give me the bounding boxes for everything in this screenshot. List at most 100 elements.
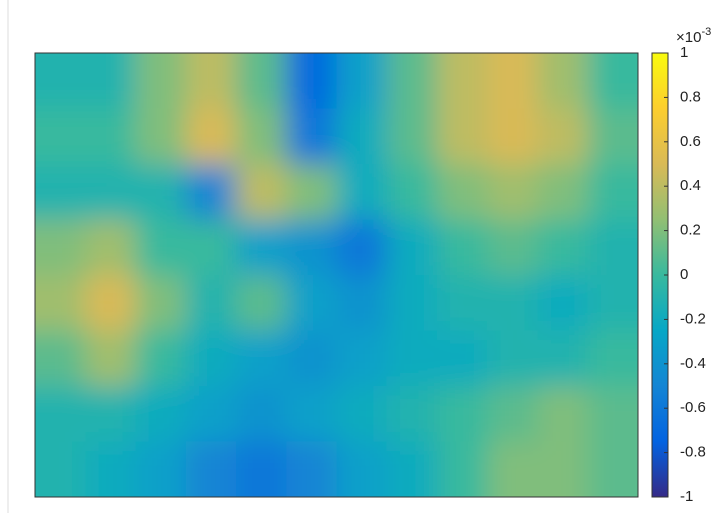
heat-cell <box>185 53 237 110</box>
heat-cell <box>437 275 489 332</box>
colorbar-tick-label: 1 <box>680 44 688 61</box>
heat-cell <box>386 441 438 497</box>
heat-cell <box>537 108 589 165</box>
heat-cell <box>135 275 187 332</box>
colorbar-tick-label: 0 <box>680 266 688 283</box>
heat-cell <box>336 164 388 221</box>
heat-cell <box>35 108 87 165</box>
heat-cell <box>587 164 638 221</box>
heat-cell <box>286 386 338 443</box>
heat-cell <box>35 53 87 110</box>
colorbar-tick-label: 0.4 <box>680 177 701 194</box>
heat-cell <box>336 330 388 387</box>
colorbar-tick-label: -0.8 <box>680 444 706 461</box>
heat-cell <box>437 108 489 165</box>
heat-cell <box>587 275 638 332</box>
heat-cell <box>185 164 237 221</box>
heat-cell <box>35 275 87 332</box>
colorbar-exponent-label: ×10-3 <box>676 26 711 46</box>
heat-cell <box>135 164 187 221</box>
heat-cell <box>236 164 288 221</box>
heat-cell <box>185 275 237 332</box>
heat-cell <box>135 386 187 443</box>
heat-cell <box>537 219 589 276</box>
heat-cell <box>437 164 489 221</box>
heat-cell <box>537 386 589 443</box>
heat-cell <box>537 164 589 221</box>
heat-cell <box>336 386 388 443</box>
heat-cell <box>185 441 237 497</box>
heat-cell <box>386 386 438 443</box>
heat-cell <box>185 330 237 387</box>
heat-cell <box>286 53 338 110</box>
heat-cell <box>236 108 288 165</box>
heat-cell <box>236 219 288 276</box>
heat-cell <box>587 441 638 497</box>
heat-cell <box>487 219 539 276</box>
heat-cell <box>487 441 539 497</box>
heat-cell <box>85 108 137 165</box>
heat-cell <box>386 164 438 221</box>
heat-cell <box>386 275 438 332</box>
heat-cell <box>236 53 288 110</box>
heat-cell <box>386 330 438 387</box>
heat-cell <box>185 219 237 276</box>
heat-cell <box>386 219 438 276</box>
heat-cell <box>85 275 137 332</box>
heat-cell <box>135 441 187 497</box>
heat-cell <box>85 386 137 443</box>
heat-cell <box>336 219 388 276</box>
heat-cell <box>135 219 187 276</box>
heat-cell <box>236 330 288 387</box>
heat-cell <box>437 386 489 443</box>
heat-cell <box>537 53 589 110</box>
plot-frame <box>34 52 639 498</box>
heatmap <box>35 53 638 497</box>
heat-cell <box>85 53 137 110</box>
colorbar-tick-label: -0.6 <box>680 399 706 416</box>
heat-cell <box>135 108 187 165</box>
colorbar-tick-label: 0.2 <box>680 222 701 239</box>
heat-cell <box>85 441 137 497</box>
heat-cell <box>537 441 589 497</box>
heat-cell <box>386 108 438 165</box>
heat-cell <box>487 275 539 332</box>
heat-cell <box>587 108 638 165</box>
heat-cell <box>587 330 638 387</box>
heat-cell <box>185 386 237 443</box>
heat-cell <box>236 441 288 497</box>
heat-cell <box>35 164 87 221</box>
heat-cell <box>587 219 638 276</box>
heat-cell <box>587 53 638 110</box>
heat-cell <box>487 330 539 387</box>
heat-cell <box>85 219 137 276</box>
heat-cell <box>336 53 388 110</box>
heat-cell <box>286 330 338 387</box>
heat-cell <box>286 275 338 332</box>
heat-cell <box>437 53 489 110</box>
heat-cell <box>437 219 489 276</box>
heat-cell <box>336 108 388 165</box>
heat-cell <box>336 441 388 497</box>
heat-cell <box>236 275 288 332</box>
heat-cell <box>286 108 338 165</box>
heat-cell <box>537 275 589 332</box>
heat-cell <box>35 219 87 276</box>
heat-cell <box>236 386 288 443</box>
heat-cell <box>85 164 137 221</box>
heat-cell <box>487 53 539 110</box>
heat-cell <box>185 108 237 165</box>
heat-cell <box>487 386 539 443</box>
heat-cell <box>286 441 338 497</box>
heat-cell <box>35 441 87 497</box>
heat-cell <box>487 108 539 165</box>
colorbar-tick-label: 0.8 <box>680 88 701 105</box>
heat-cell <box>85 330 137 387</box>
heat-cell <box>537 330 589 387</box>
heat-cell <box>487 164 539 221</box>
colorbar-tick-label: 0.6 <box>680 133 701 150</box>
heat-cell <box>386 53 438 110</box>
heat-cell <box>286 164 338 221</box>
